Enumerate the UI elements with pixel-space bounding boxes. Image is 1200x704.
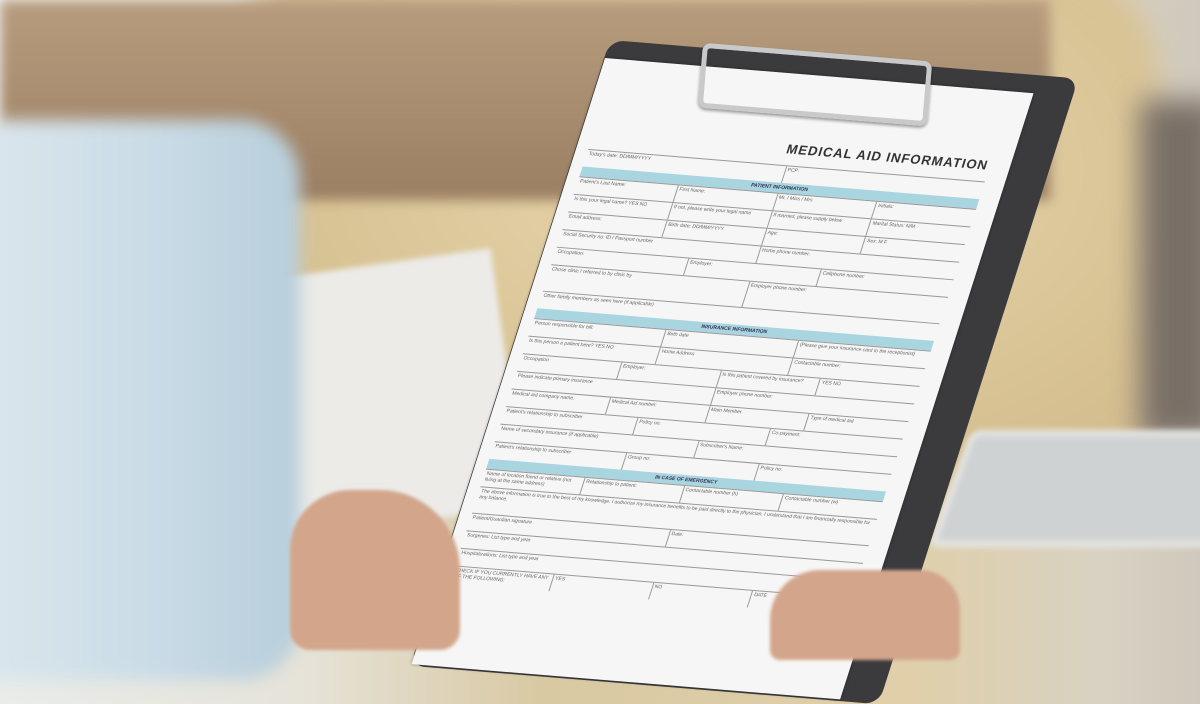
hand-right [770, 570, 960, 660]
patient-sleeve [0, 120, 300, 680]
tablet [928, 430, 1200, 547]
hand-left [290, 490, 460, 650]
chair [1140, 100, 1200, 440]
